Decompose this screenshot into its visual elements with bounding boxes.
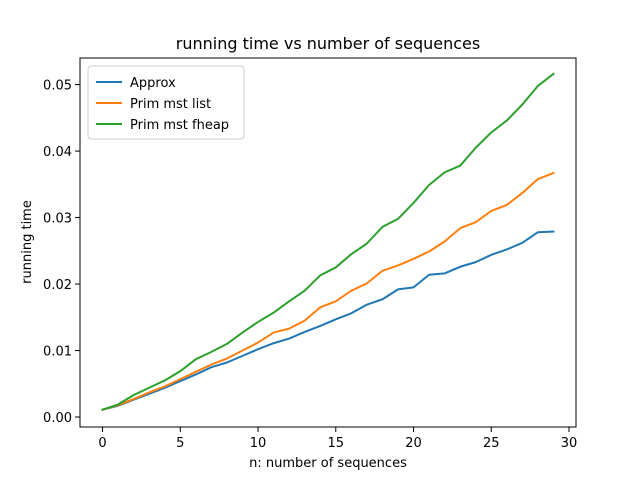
x-tick-label: 25 — [483, 436, 500, 451]
legend-label-2: Prim mst list — [130, 97, 211, 112]
y-tick-label: 0.02 — [43, 278, 72, 293]
series-line-1 — [101, 230, 555, 411]
x-axis-label: n: number of sequences — [249, 456, 407, 471]
y-axis-label: running time — [20, 200, 35, 284]
y-tick-label: 0.05 — [43, 79, 72, 94]
x-tick-label: 20 — [405, 436, 422, 451]
x-tick-label: 5 — [176, 436, 184, 451]
legend-label-3: Prim mst fheap — [130, 118, 229, 133]
y-tick-label: 0.04 — [43, 145, 72, 160]
axes-frame — [79, 57, 577, 428]
x-tick-label: 10 — [250, 436, 267, 451]
legend-label-1: Approx — [130, 76, 176, 91]
y-tick-label: 0.01 — [43, 345, 72, 360]
x-tick-label: 30 — [561, 436, 578, 451]
plot-area — [101, 72, 555, 411]
axes: 0 5 10 15 20 25 30 0.00 0.01 0.02 0.03 0.04 0.05 — [43, 57, 578, 451]
legend: Approx Prim mst list Prim mst fheap — [87, 65, 245, 140]
legend-box — [87, 65, 245, 140]
series-line-2 — [101, 171, 555, 411]
x-tick-label: 0 — [98, 436, 106, 451]
series-line-3 — [101, 72, 555, 411]
x-tick-label: 15 — [328, 436, 345, 451]
y-tick-label: 0.00 — [43, 411, 72, 426]
chart-title: running time vs number of sequences — [176, 34, 480, 53]
y-tick-label: 0.03 — [43, 212, 72, 227]
